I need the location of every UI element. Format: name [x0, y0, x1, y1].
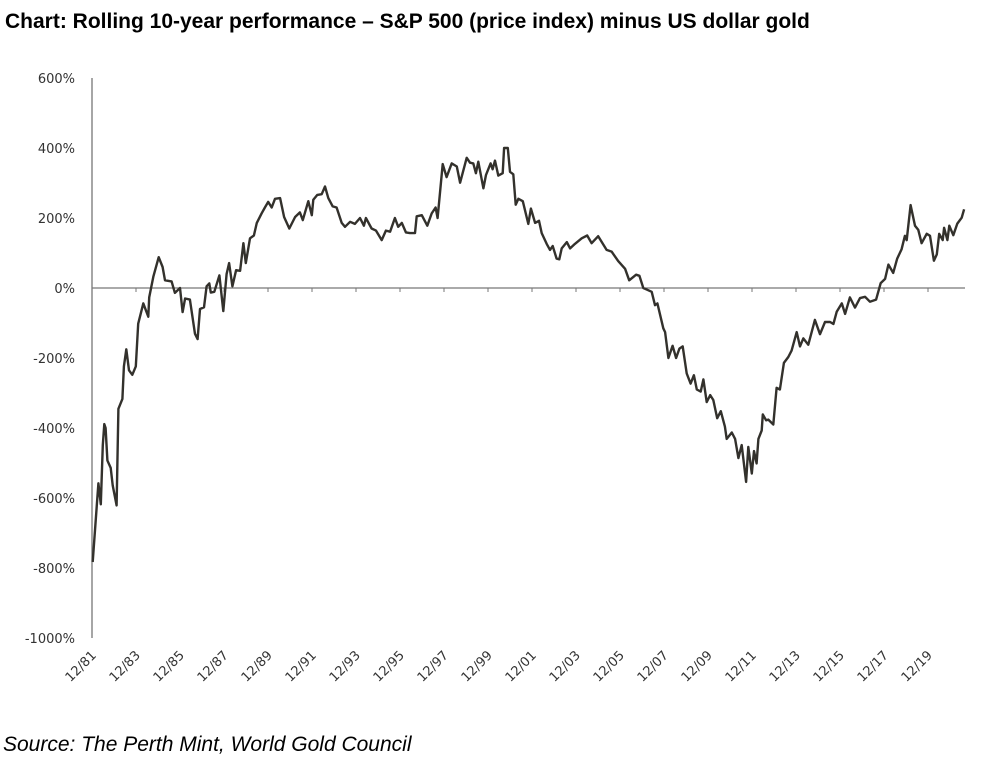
- y-tick-label: -800%: [33, 562, 75, 577]
- x-tick-label: 12/17: [855, 648, 892, 685]
- x-tick-label: 12/11: [723, 648, 760, 685]
- x-tick-label: 12/97: [415, 648, 452, 685]
- y-tick-label: 400%: [38, 142, 75, 157]
- y-tick-label: 0%: [54, 282, 75, 297]
- x-tick-label: 12/91: [283, 648, 320, 685]
- x-axis: 12/81 12/83 12/85 12/87 12/89 12/91 12/93 12/95…: [63, 287, 965, 685]
- x-tick-label: 12/93: [327, 648, 364, 685]
- x-tick-label: 12/85: [151, 648, 188, 685]
- x-tick-label: 12/95: [371, 648, 408, 685]
- y-tick-label: -1000%: [25, 632, 75, 647]
- source-note: Source: The Perth Mint, World Gold Counc…: [3, 733, 412, 756]
- x-tick-label: 12/07: [635, 648, 672, 685]
- x-tick-label: 12/13: [767, 648, 804, 685]
- x-tick-label: 12/89: [239, 648, 276, 685]
- x-tick-label: 12/83: [107, 648, 144, 685]
- series-line: [91, 146, 966, 563]
- chart-title: Chart: Rolling 10-year performance – S&P…: [5, 10, 810, 33]
- series: [91, 146, 966, 563]
- y-axis: 600% 400% 200% 0% -200% -400% -600% -800% -1000%: [25, 72, 93, 647]
- x-tick-label: 12/03: [547, 648, 584, 685]
- x-tick-label: 12/01: [503, 648, 540, 685]
- y-tick-label: -400%: [33, 422, 75, 437]
- x-tick-label: 12/99: [459, 648, 496, 685]
- x-tick-label: 12/81: [63, 648, 100, 685]
- x-tick-label: 12/15: [811, 648, 848, 685]
- y-tick-label: 200%: [38, 212, 75, 227]
- x-tick-label: 12/87: [195, 648, 232, 685]
- y-tick-label: -200%: [33, 352, 75, 367]
- x-tick-label: 12/19: [899, 648, 936, 685]
- y-tick-label: -600%: [33, 492, 75, 507]
- x-tick-label: 12/09: [679, 648, 716, 685]
- y-tick-label: 600%: [38, 72, 75, 87]
- x-tick-label: 12/05: [591, 648, 628, 685]
